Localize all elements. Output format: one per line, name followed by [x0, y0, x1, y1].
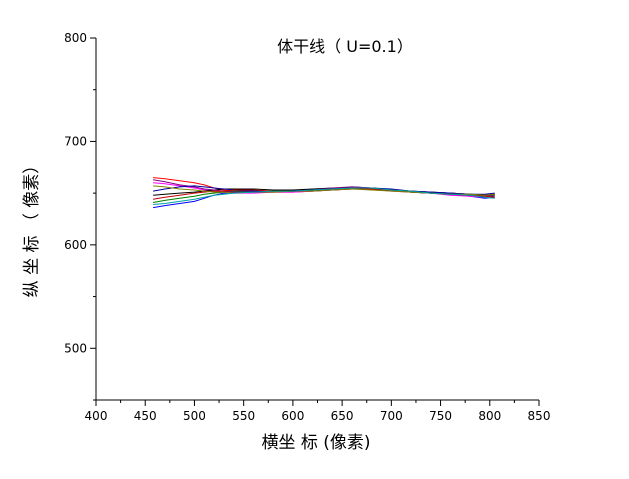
y-tick-label: 800: [64, 31, 87, 45]
x-tick-label: 850: [528, 409, 551, 423]
axes: [90, 37, 540, 406]
x-tick-label: 700: [380, 409, 403, 423]
x-tick-label: 550: [232, 409, 255, 423]
y-tick-label: 500: [64, 341, 87, 355]
tick-labels: 400 450 500 550 600 650 700 750 800 850 500 600 700 8…: [64, 31, 550, 423]
x-tick-label: 800: [478, 409, 501, 423]
x-tick-label: 750: [429, 409, 452, 423]
x-axis-title: 横坐 标 (像素): [261, 433, 370, 453]
x-tick-label: 600: [281, 409, 304, 423]
x-tick-label: 450: [134, 409, 157, 423]
plot-lines: [153, 177, 495, 209]
x-tick-label: 650: [331, 409, 354, 423]
y-tick-label: 700: [64, 134, 87, 148]
y-tick-label: 600: [64, 238, 87, 252]
chart-title: 体干线（ U=0.1）: [277, 37, 413, 56]
x-tick-label: 500: [183, 409, 206, 423]
y-axis-title: 纵 坐 标 （ 像素）: [22, 157, 42, 298]
series-line-10: [153, 187, 495, 205]
x-tick-label: 400: [85, 409, 108, 423]
